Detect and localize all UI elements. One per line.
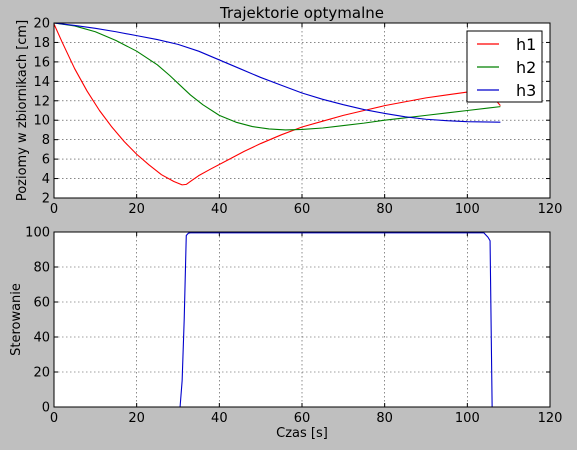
top-x-tick-label: 120 [538,202,563,217]
top-series-group [53,22,501,186]
top-y-tick-label: 6 [42,153,50,168]
top-x-tick-label: 80 [376,202,393,217]
top-y-tick-label: 12 [33,94,50,109]
bottom-y-tick-label: 60 [33,296,50,311]
bottom-x-tick-label: 100 [455,411,480,426]
top-x-tick-label: 40 [211,202,228,217]
bottom-x-tick-label: 0 [50,411,58,426]
top-y-axis-label: Poziomy w zbiornikach [cm] [15,20,30,201]
top-y-tick-label: 10 [33,114,50,129]
bottom-y-tick-label: 80 [33,261,50,276]
top-tick-labels: 0 20 40 60 80 100 120 2 4 6 8 10 12 14 16 18 20 [33,17,562,218]
legend-label-h2: h2 [516,58,536,77]
top-y-tick-label: 4 [42,172,50,187]
top-plot-border [53,22,551,199]
bottom-x-tick-label: 40 [211,411,228,426]
bottom-series-group [54,232,501,408]
top-y-tick-label: 2 [42,192,50,207]
top-y-tick-label: 16 [33,55,50,70]
top-x-tick-label: 0 [50,202,58,217]
top-x-tick-label: 20 [128,202,145,217]
bottom-series-line [54,232,501,408]
series-h3-line [53,22,501,123]
bottom-plot-border [53,231,551,408]
bottom-x-axis-label: Czas [s] [276,426,328,441]
bottom-y-tick-label: 0 [42,401,50,416]
bottom-y-axis-label: Sterowanie [9,283,24,356]
bottom-y-tick-label: 100 [25,226,50,241]
bottom-x-tick-label: 20 [128,411,145,426]
top-y-tick-label: 20 [33,17,50,32]
bottom-plot: 0 20 40 60 80 100 120 0 20 40 60 80 100 Czas [s] Ste… [9,226,562,442]
legend-label-h1: h1 [516,35,536,54]
top-y-tick-label: 18 [33,36,50,51]
top-plot: 0 20 40 60 80 100 120 2 4 6 8 10 12 14 16 18 20 Trajekto… [15,4,562,217]
top-x-tick-label: 60 [294,202,311,217]
top-y-tick-label: 8 [42,133,50,148]
series-h1-line [53,23,501,186]
bottom-y-tick-label: 20 [33,366,50,381]
top-plot-title: Trajektorie optymalne [219,4,384,22]
top-x-tick-label: 100 [455,202,480,217]
series-h2-line [53,22,501,131]
bottom-x-tick-label: 80 [376,411,393,426]
bottom-y-tick-label: 40 [33,331,50,346]
bottom-tick-labels: 0 20 40 60 80 100 120 0 20 40 60 80 100 [25,226,562,427]
bottom-x-tick-label: 120 [538,411,563,426]
bottom-x-tick-label: 60 [294,411,311,426]
top-y-tick-label: 14 [33,75,50,90]
bottom-grid [53,231,551,408]
legend: h1 h2 h3 [466,30,543,103]
legend-label-h3: h3 [516,81,536,100]
